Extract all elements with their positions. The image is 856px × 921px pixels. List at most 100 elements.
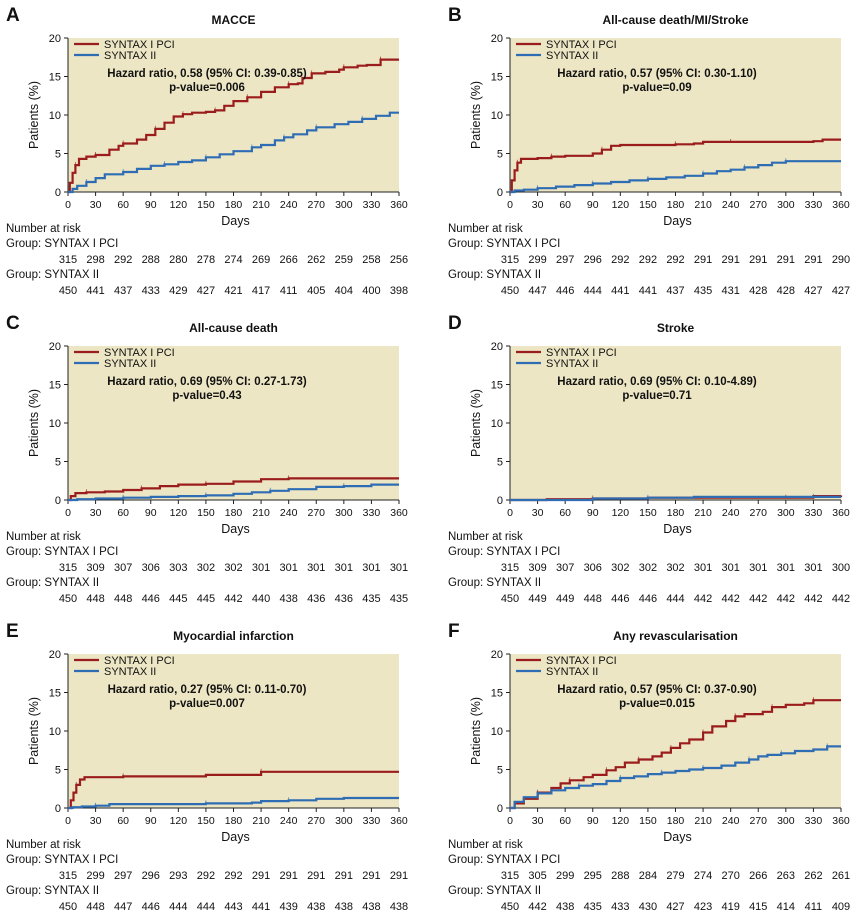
x-tick-label: 60 [117,815,129,827]
risk-value-syntax-ii: 414 [777,901,795,913]
risk-value-syntax-i-pci: 292 [611,254,629,266]
x-tick-label: 0 [65,815,71,827]
group1-label: Group: SYNTAX I PCI [448,546,560,558]
risk-value-syntax-i-pci: 262 [804,870,822,882]
x-tick-label: 0 [507,815,513,827]
risk-value-syntax-i-pci: 292 [114,254,132,266]
series-line-syntax-i-pci [510,699,841,810]
risk-value-syntax-ii: 447 [114,901,132,913]
risk-value-syntax-i-pci: 315 [501,562,519,574]
risk-value-syntax-ii: 438 [390,901,408,913]
legend-label: SYNTAX II [104,50,156,62]
x-tick-label: 180 [225,199,243,211]
chart-title: All-cause death/MI/Stroke [602,13,748,27]
group1-label: Group: SYNTAX I PCI [6,854,118,866]
hazard-ratio-text: Hazard ratio, 0.69 (95% CI: 0.27-1.73) [107,376,307,388]
risk-value-syntax-ii: 447 [528,285,546,297]
x-tick-label: 270 [749,507,767,519]
x-axis-label: Days [221,522,249,536]
risk-value-syntax-ii: 450 [501,593,519,605]
risk-value-syntax-ii: 433 [142,285,160,297]
series-line-syntax-i-pci [68,58,399,194]
risk-value-syntax-i-pci: 262 [307,254,325,266]
group2-label: Group: SYNTAX II [6,885,99,897]
number-at-risk-label: Number at risk [448,839,523,851]
risk-value-syntax-i-pci: 279 [666,870,684,882]
risk-value-syntax-i-pci: 305 [528,870,546,882]
risk-value-syntax-ii: 445 [169,593,187,605]
p-value-text: p-value=0.43 [172,390,241,402]
risk-value-syntax-ii: 428 [777,285,795,297]
x-tick-label: 0 [65,507,71,519]
risk-value-syntax-i-pci: 259 [335,254,353,266]
y-tick-label: 0 [497,187,503,199]
risk-value-syntax-ii: 409 [832,901,850,913]
risk-value-syntax-i-pci: 284 [639,870,657,882]
risk-value-syntax-ii: 404 [335,285,353,297]
risk-value-syntax-ii: 450 [501,285,519,297]
x-tick-label: 120 [612,199,630,211]
p-value-text: p-value=0.71 [622,390,692,402]
risk-value-syntax-ii: 450 [59,285,77,297]
number-at-risk-label: Number at risk [6,223,81,235]
x-tick-label: 30 [90,199,102,211]
plot-area [68,38,399,192]
panel-a: A MACCE 0 5 10 15 20 0 30 60 90 120 150 180 210 240 270 3… [6,5,408,297]
hazard-ratio-text: Hazard ratio, 0.69 (95% CI: 0.10-4.89) [557,376,757,388]
y-axis-label: Patients (%) [27,81,41,149]
group2-label: Group: SYNTAX II [6,577,99,589]
legend-label: SYNTAX I PCI [546,39,617,51]
number-at-risk-label: Number at risk [448,223,523,235]
risk-value-syntax-ii: 430 [639,901,657,913]
risk-value-syntax-i-pci: 299 [528,254,546,266]
panel-d: D Stroke 0 5 10 15 20 0 30 60 90 120 150 180 210 240 270… [448,313,850,605]
hazard-ratio-text: Hazard ratio, 0.27 (95% CI: 0.11-0.70) [108,684,307,696]
risk-value-syntax-ii: 444 [169,901,187,913]
panel-letter: D [448,313,462,334]
number-at-risk-label: Number at risk [6,839,81,851]
risk-value-syntax-i-pci: 301 [749,562,767,574]
risk-value-syntax-i-pci: 293 [169,870,187,882]
x-tick-label: 120 [612,815,630,827]
risk-value-syntax-i-pci: 263 [777,870,795,882]
risk-value-syntax-ii: 411 [805,901,823,913]
x-tick-label: 150 [639,815,657,827]
x-tick-label: 30 [532,507,544,519]
y-tick-label: 10 [49,418,61,430]
panel-letter: E [6,621,19,642]
risk-value-syntax-ii: 400 [362,285,380,297]
risk-value-syntax-i-pci: 288 [611,870,629,882]
x-tick-label: 120 [170,199,188,211]
x-tick-label: 150 [197,507,215,519]
series-line-syntax-i-pci [68,770,399,810]
risk-value-syntax-i-pci: 301 [307,562,325,574]
y-tick-label: 0 [497,803,503,815]
risk-value-syntax-ii: 437 [666,285,684,297]
risk-value-syntax-i-pci: 301 [335,562,353,574]
risk-value-syntax-ii: 436 [307,593,325,605]
series-line-syntax-ii [510,745,841,810]
risk-value-syntax-ii: 417 [252,285,270,297]
risk-value-syntax-ii: 419 [721,901,739,913]
x-tick-label: 210 [694,199,712,211]
risk-value-syntax-i-pci: 291 [252,870,270,882]
y-tick-label: 5 [497,149,503,161]
risk-value-syntax-i-pci: 258 [362,254,380,266]
x-tick-label: 300 [335,815,353,827]
hazard-ratio-text: Hazard ratio, 0.57 (95% CI: 0.37-0.90) [557,684,757,696]
risk-value-syntax-i-pci: 309 [528,562,546,574]
y-tick-label: 20 [491,33,503,45]
risk-value-syntax-ii: 446 [142,901,160,913]
risk-value-syntax-ii: 427 [197,285,215,297]
x-tick-label: 330 [363,507,381,519]
risk-value-syntax-ii: 448 [114,593,132,605]
series-line-syntax-ii [510,160,841,194]
risk-value-syntax-ii: 441 [86,285,104,297]
x-tick-label: 150 [197,199,215,211]
x-tick-label: 360 [390,507,408,519]
risk-value-syntax-ii: 411 [280,285,298,297]
series-line-syntax-i-pci [510,138,841,194]
risk-value-syntax-i-pci: 291 [749,254,767,266]
x-tick-label: 60 [559,507,571,519]
risk-value-syntax-ii: 448 [584,593,602,605]
